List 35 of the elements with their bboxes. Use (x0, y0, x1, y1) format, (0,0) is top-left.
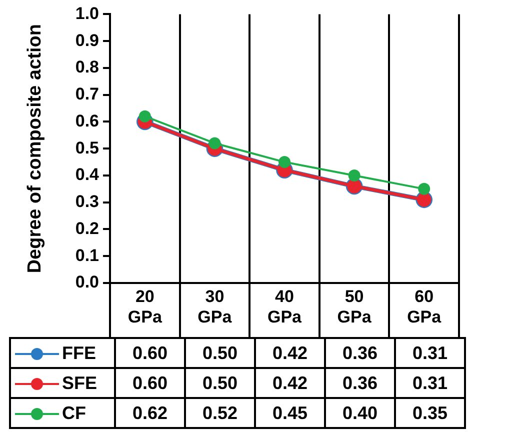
y-tick-label: 0.0 (75, 272, 99, 292)
legend-label: CF (10, 398, 115, 428)
data-label: 0.50 (185, 368, 255, 398)
data-label: 0.42 (255, 368, 325, 398)
legend-label: SFE (10, 368, 115, 398)
y-tick-label: 1.0 (75, 4, 99, 23)
data-label: 0.36 (325, 338, 395, 368)
data-label: 0.60 (115, 338, 185, 368)
data-label: 0.31 (395, 338, 465, 368)
y-tick-label: 0.2 (75, 218, 99, 238)
data-label: 0.35 (395, 398, 465, 428)
y-axis-title: Degree of composite action (24, 24, 46, 274)
x-tick-label: 20 GPa (128, 286, 162, 326)
data-label: 0.45 (255, 398, 325, 428)
data-label: 0.42 (255, 338, 325, 368)
x-tick-label: 40 GPa (267, 286, 302, 326)
data-label: 0.50 (185, 338, 255, 368)
x-tick-label: 30 GPa (198, 286, 232, 326)
x-tick-label: 50 GPa (337, 286, 372, 326)
data-label: 0.40 (325, 398, 395, 428)
x-tick-label: 60 GPa (407, 286, 442, 326)
y-tick-label: 0.6 (75, 111, 99, 130)
y-tick-label: 0.8 (75, 58, 99, 77)
y-tick-label: 0.7 (75, 84, 99, 104)
data-label: 0.52 (185, 398, 255, 428)
data-label: 0.36 (325, 368, 395, 398)
data-label: 0.60 (115, 368, 185, 398)
legend-label: FFE (10, 338, 115, 368)
y-tick-label: 0.9 (75, 30, 99, 50)
data-label: 0.62 (115, 398, 185, 428)
data-label: 0.31 (395, 368, 465, 398)
y-tick-label: 0.1 (75, 246, 99, 265)
y-tick-label: 0.5 (75, 138, 99, 158)
y-tick-label: 0.3 (75, 192, 99, 212)
y-tick-label: 0.4 (75, 165, 100, 184)
